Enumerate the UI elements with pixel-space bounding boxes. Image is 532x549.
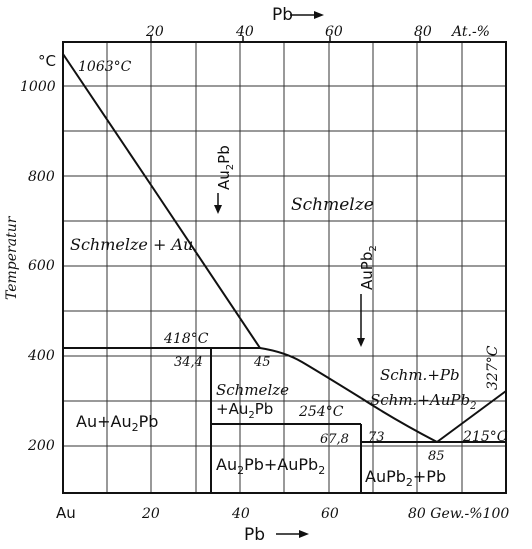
aupb2-arrowhead: [357, 338, 365, 347]
bottom-origin-label: Au: [56, 504, 76, 522]
aupb2-compound-label: AuPb2: [358, 245, 379, 290]
region-melt-pb: Schm.+Pb: [380, 366, 460, 384]
region-au2pb-aupb2: Au2Pb+AuPb2: [216, 455, 325, 477]
y-tick-600: 600: [28, 258, 55, 274]
y-axis-unit: °C: [38, 52, 56, 70]
peritectic-418-label: 418°C: [163, 331, 209, 347]
grid: [63, 42, 506, 493]
liquidus-au: [62, 53, 261, 349]
region-melt-au2pb-line1: Schmelze: [216, 381, 289, 399]
liquidus-pb: [436, 390, 507, 443]
top-tick-40: 40: [235, 24, 254, 40]
peritectic-254-label: 254°C: [298, 404, 344, 420]
phase-boundaries: [62, 53, 507, 493]
au2pb-arrowhead: [214, 205, 222, 214]
bottom-axis-title: Pb: [244, 525, 265, 545]
top-tick-60: 60: [325, 24, 343, 40]
region-melt: Schmelze: [291, 195, 374, 215]
compound-markers: [214, 11, 365, 538]
top-axis-title: Pb: [272, 5, 293, 25]
bottom-end-label: 80 Gew.-%100: [408, 506, 509, 522]
region-au-au2pb: Au+Au2Pb: [76, 412, 158, 434]
peritectic-254-left: 67,8: [320, 432, 349, 447]
top-axis-arrowhead: [314, 11, 324, 19]
y-tick-400: 400: [27, 348, 55, 364]
region-melt-aupb2: Schm.+AuPb2: [370, 391, 476, 412]
bottom-tick-40: 40: [231, 506, 250, 522]
bottom-tick-20: 20: [141, 506, 160, 522]
au-melting-point: 1063°C: [78, 59, 132, 75]
peritectic-418-right: 45: [253, 355, 271, 370]
top-tick-80: 80: [414, 24, 432, 40]
eutectic-composition: 85: [428, 449, 445, 464]
plot-frame: [62, 41, 507, 494]
y-axis-title: Temperatur: [4, 215, 20, 300]
peritectic-418-left: 34,4: [174, 355, 203, 370]
y-tick-200: 200: [27, 438, 55, 454]
au2pb-compound-label: Au2Pb: [215, 145, 236, 190]
liquidus-au2pb: [259, 347, 362, 399]
top-axis-ticks: [150, 36, 421, 42]
top-axis-unit: At.-%: [450, 24, 490, 40]
bottom-axis-arrowhead: [299, 530, 309, 538]
top-tick-20: 20: [145, 24, 164, 40]
region-melt-au2pb-line2: +Au2Pb: [216, 400, 273, 421]
y-tick-800: 800: [28, 169, 55, 185]
eutectic-label: 215°C: [462, 429, 508, 445]
peritectic-254-right: 73: [368, 430, 385, 445]
bottom-tick-60: 60: [321, 506, 339, 522]
liquidus-aupb2: [360, 397, 438, 443]
pb-melting-point: 327°C: [485, 345, 501, 390]
y-tick-1000: 1000: [20, 79, 56, 95]
region-aupb2-pb: AuPb2+Pb: [365, 467, 446, 489]
region-melt-au: Schmelze + Au: [70, 235, 193, 254]
